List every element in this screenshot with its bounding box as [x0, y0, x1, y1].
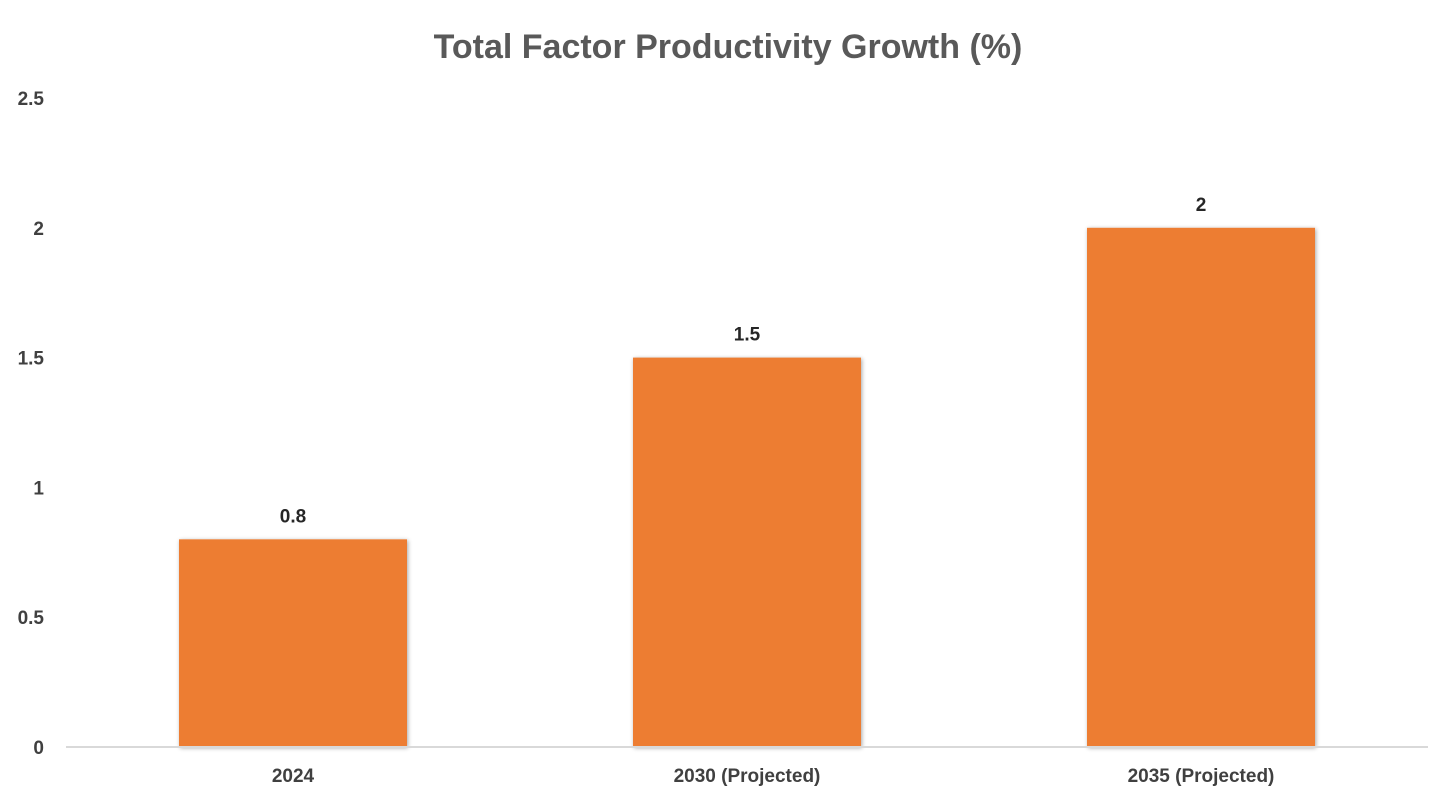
y-tick-label: 1 — [33, 478, 44, 499]
y-axis: 0 0.5 1 1.5 2 2.5 — [18, 89, 45, 759]
y-tick-label: 1.5 — [18, 349, 45, 370]
y-tick-label: 2 — [33, 219, 44, 240]
bar — [179, 539, 407, 747]
y-tick-label: 0.5 — [18, 608, 45, 629]
bars: 0.8 1.5 2 — [179, 195, 1315, 748]
x-tick-label: 2035 (Projected) — [1128, 766, 1275, 787]
y-tick-label: 2.5 — [18, 89, 45, 110]
bar — [1087, 227, 1315, 748]
data-label: 1.5 — [734, 325, 761, 346]
x-axis: 2024 2030 (Projected) 2035 (Projected) — [66, 746, 1428, 787]
data-label: 0.8 — [280, 506, 306, 527]
bar — [633, 357, 861, 747]
chart-title: Total Factor Productivity Growth (%) — [434, 28, 1023, 66]
x-tick-label: 2024 — [272, 766, 315, 787]
y-tick-label: 0 — [33, 738, 44, 759]
data-label: 2 — [1196, 195, 1207, 216]
x-tick-label: 2030 (Projected) — [674, 766, 821, 787]
